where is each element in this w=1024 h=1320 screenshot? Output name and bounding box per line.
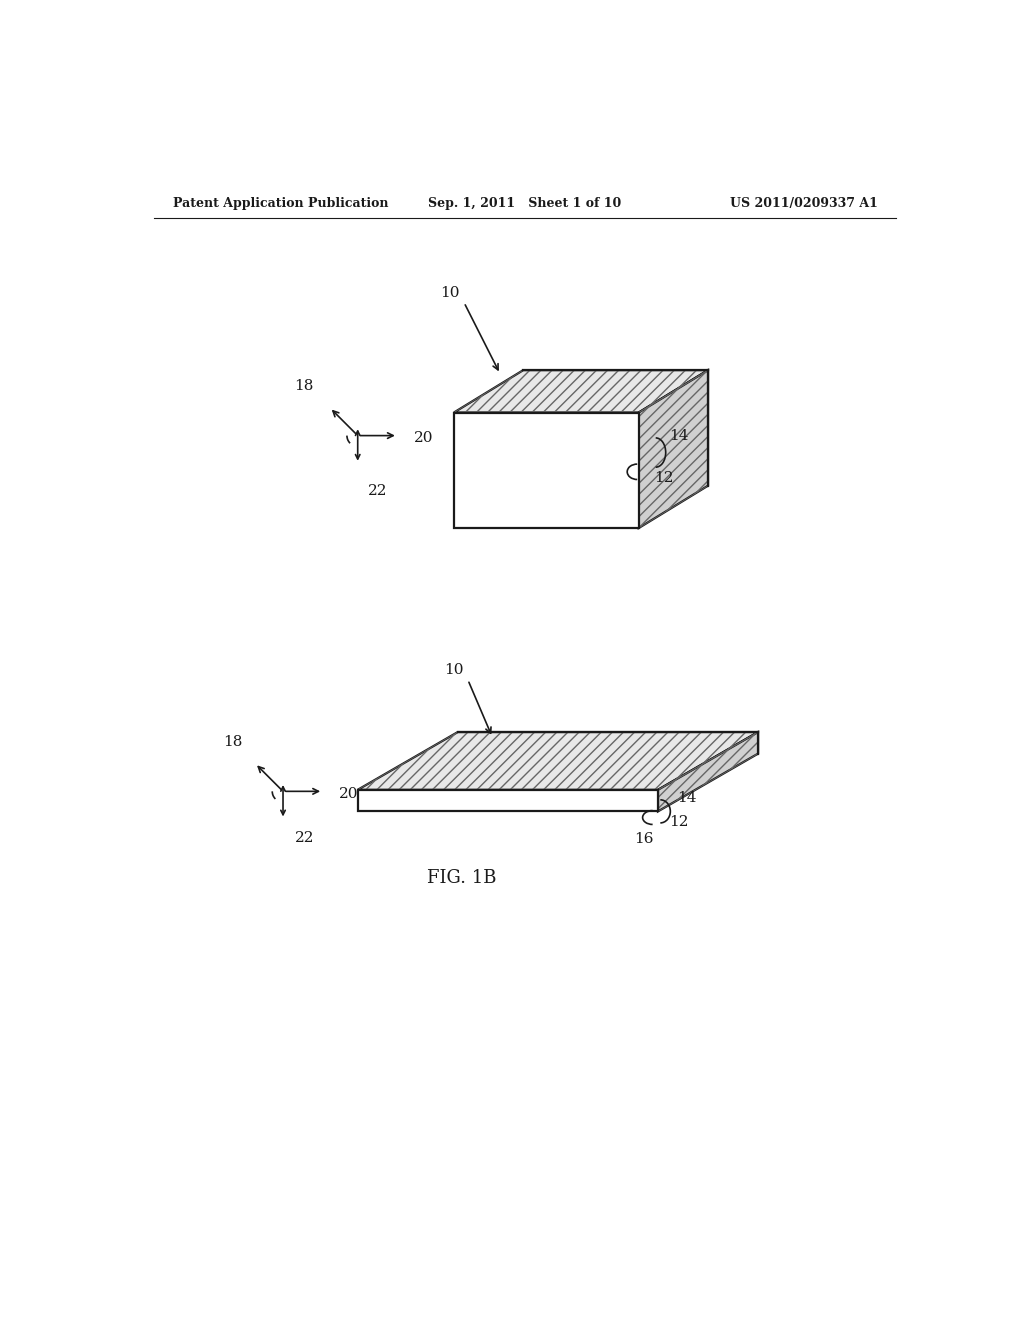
Text: Sep. 1, 2011   Sheet 1 of 10: Sep. 1, 2011 Sheet 1 of 10 [428,197,622,210]
Text: 10: 10 [444,664,464,677]
Polygon shape [639,370,708,528]
Text: 22: 22 [295,830,314,845]
Text: US 2011/0209337 A1: US 2011/0209337 A1 [729,197,878,210]
Text: 16: 16 [607,484,627,498]
Polygon shape [454,370,708,412]
Text: 12: 12 [670,816,689,829]
Text: 14: 14 [670,429,689,442]
Text: 20: 20 [414,430,433,445]
Text: 18: 18 [294,379,313,392]
Polygon shape [357,733,758,789]
Text: FIG. 1A: FIG. 1A [490,506,559,523]
Text: 10: 10 [440,286,460,300]
Text: FIG. 1B: FIG. 1B [427,870,497,887]
Text: Patent Application Publication: Patent Application Publication [173,197,388,210]
Polygon shape [454,412,639,528]
Text: 20: 20 [339,787,358,801]
Text: 16: 16 [635,832,654,846]
Text: 18: 18 [223,735,243,748]
Text: 14: 14 [677,791,696,804]
Text: 22: 22 [368,484,387,498]
Polygon shape [658,733,758,812]
Text: 12: 12 [654,471,674,484]
Polygon shape [357,789,658,812]
